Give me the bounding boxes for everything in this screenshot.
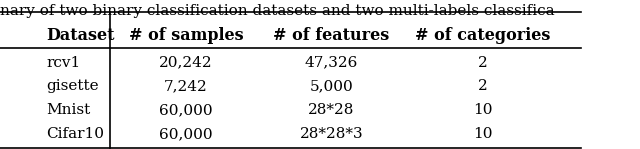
Text: nary of two binary classification datasets and two multi-labels classifica: nary of two binary classification datase…: [0, 4, 555, 18]
Text: Cifar10: Cifar10: [47, 127, 104, 141]
Text: Dataset: Dataset: [47, 27, 115, 44]
Text: 20,242: 20,242: [159, 56, 213, 70]
Text: # of samples: # of samples: [129, 27, 243, 44]
Text: 5,000: 5,000: [310, 79, 353, 93]
Text: 2: 2: [477, 79, 488, 93]
Text: 47,326: 47,326: [305, 56, 358, 70]
Text: 60,000: 60,000: [159, 103, 213, 117]
Text: Mnist: Mnist: [47, 103, 91, 117]
Text: # of features: # of features: [273, 27, 390, 44]
Text: 10: 10: [473, 127, 492, 141]
Text: 60,000: 60,000: [159, 127, 213, 141]
Text: 28*28*3: 28*28*3: [300, 127, 363, 141]
Text: rcv1: rcv1: [47, 56, 81, 70]
Text: gisette: gisette: [47, 79, 99, 93]
Text: # of categories: # of categories: [415, 27, 550, 44]
Text: 28*28: 28*28: [308, 103, 355, 117]
Text: 2: 2: [477, 56, 488, 70]
Text: 7,242: 7,242: [164, 79, 208, 93]
Text: 10: 10: [473, 103, 492, 117]
